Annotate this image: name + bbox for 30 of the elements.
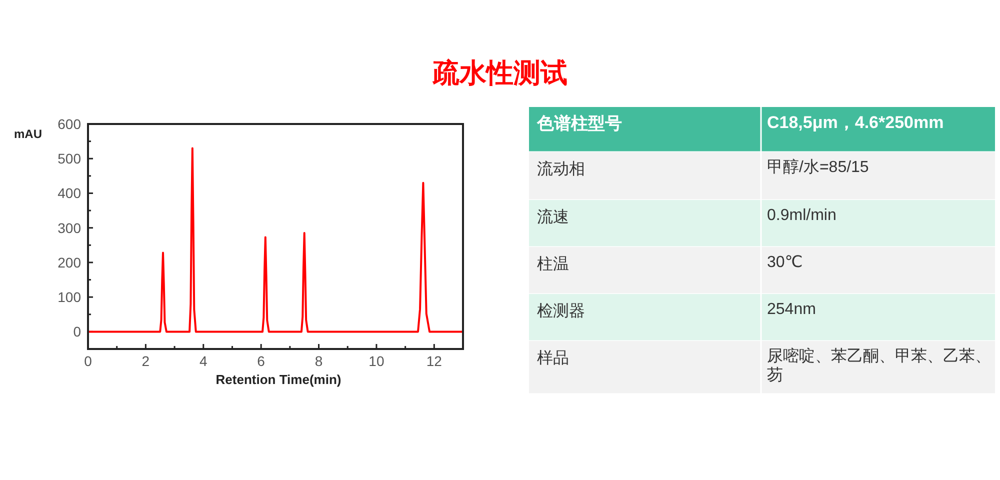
- text: 0.9ml/min: [767, 206, 838, 225]
- line-series: [87, 147, 464, 333]
- y-tick-label: 600: [58, 116, 82, 132]
- y-tick-label: 0: [73, 324, 82, 340]
- x-tick-label: 8: [314, 353, 323, 369]
- y-tick-label: 400: [58, 185, 82, 202]
- chart-title: 疏水性测试: [432, 58, 568, 88]
- y-tick-label: 500: [58, 150, 82, 167]
- x-tick-label: 0: [84, 353, 92, 369]
- text: C18,5μm，4.6*250mm: [767, 113, 945, 132]
- text: 254nm: [767, 300, 817, 319]
- x-tick-label: 12: [426, 353, 442, 369]
- text: 流动相: [537, 160, 585, 178]
- text: 柱温: [537, 255, 569, 273]
- text: 30℃: [767, 253, 804, 272]
- text: 流速: [537, 208, 569, 226]
- x-tick-label: 4: [199, 353, 208, 369]
- x-tick-label: 2: [142, 353, 150, 369]
- x-tick-label: 6: [257, 353, 266, 369]
- x-tick-label: 10: [368, 353, 384, 369]
- y-tick-label: 100: [58, 289, 82, 306]
- text: 色谱柱型号: [536, 114, 622, 133]
- text: 甲醇/水=85/15: [767, 158, 870, 177]
- y-tick-label: 300: [58, 220, 82, 236]
- y-tick-label: 200: [58, 254, 82, 270]
- y-axis-title: mAU: [14, 127, 42, 141]
- x-axis-title: Retention Time(min): [216, 372, 342, 387]
- text: 样品: [537, 349, 569, 367]
- text: 尿嘧啶、苯乙酮、甲苯、乙苯、芴: [767, 347, 991, 385]
- text: 检测器: [537, 302, 585, 320]
